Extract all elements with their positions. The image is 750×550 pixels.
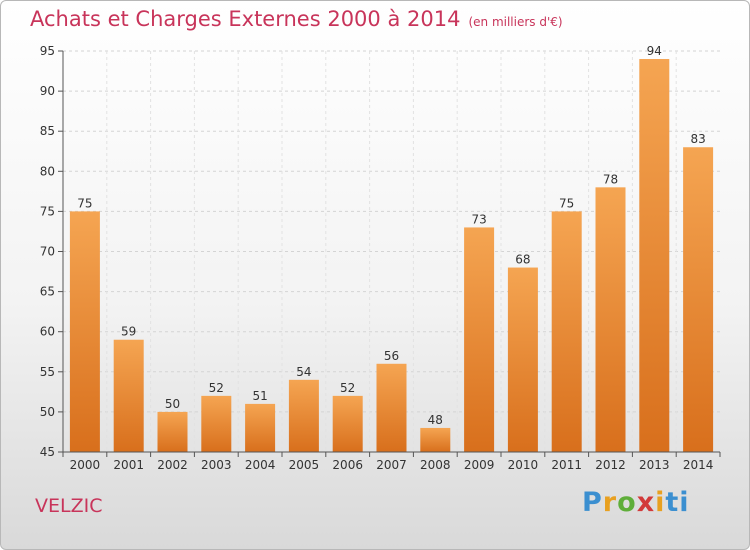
data-label: 59 — [121, 325, 136, 339]
y-tick-label: 75 — [40, 204, 55, 218]
data-label: 50 — [165, 397, 180, 411]
data-label: 78 — [603, 172, 618, 186]
bar-2014 — [683, 147, 714, 453]
proxiti-logo: Proxiti — [582, 487, 690, 518]
place-name: VELZIC — [35, 495, 103, 517]
y-tick-label: 70 — [40, 245, 55, 259]
y-tick-label: 85 — [40, 124, 55, 138]
x-tick-label: 2008 — [420, 458, 451, 472]
x-tick-label: 2001 — [113, 458, 144, 472]
y-tick-label: 50 — [40, 405, 55, 419]
logo-letter: i — [655, 487, 666, 518]
logo-letter: r — [602, 487, 618, 518]
x-tick-label: 2002 — [157, 458, 188, 472]
x-tick-label: 2000 — [70, 458, 101, 472]
data-label: 51 — [252, 389, 267, 403]
x-tick-label: 2013 — [639, 458, 670, 472]
y-tick-label: 80 — [40, 164, 55, 178]
bar-2013 — [639, 59, 670, 453]
bar-2005 — [288, 379, 319, 452]
x-tick-label: 2014 — [683, 458, 714, 472]
chart-title-text: Achats et Charges Externes 2000 à 2014 — [30, 7, 461, 31]
y-tick-label: 90 — [40, 84, 55, 98]
bar-2011 — [551, 211, 582, 452]
data-label: 48 — [428, 413, 443, 427]
data-label: 75 — [559, 196, 574, 210]
bar-2008 — [420, 427, 451, 452]
data-label: 52 — [340, 381, 355, 395]
chart-unit-label: (en milliers d'€) — [468, 15, 563, 29]
y-tick-label: 45 — [40, 445, 55, 459]
data-label: 52 — [209, 381, 224, 395]
data-label: 68 — [515, 253, 530, 267]
bar-2009 — [464, 227, 495, 452]
x-tick-label: 2012 — [595, 458, 626, 472]
x-tick-label: 2005 — [289, 458, 320, 472]
logo-letter: ti — [665, 487, 690, 518]
data-label: 94 — [647, 44, 662, 58]
bar-2001 — [113, 339, 144, 452]
bar-2010 — [507, 267, 538, 452]
chart-title: Achats et Charges Externes 2000 à 2014 (e… — [30, 7, 563, 31]
y-tick-label: 60 — [40, 325, 55, 339]
bar-2003 — [201, 395, 232, 452]
logo-letter: o — [617, 487, 637, 518]
y-tick-label: 95 — [40, 44, 55, 58]
x-tick-label: 2010 — [508, 458, 539, 472]
x-tick-label: 2011 — [551, 458, 582, 472]
bar-2004 — [245, 403, 276, 452]
y-tick-label: 55 — [40, 365, 55, 379]
x-tick-label: 2009 — [464, 458, 495, 472]
data-label: 56 — [384, 349, 399, 363]
y-tick-label: 65 — [40, 285, 55, 299]
x-tick-label: 2004 — [245, 458, 276, 472]
data-label: 75 — [77, 196, 92, 210]
bar-2007 — [376, 363, 407, 452]
bar-2002 — [157, 411, 188, 452]
x-tick-label: 2003 — [201, 458, 232, 472]
data-label: 54 — [296, 365, 311, 379]
bar-2012 — [595, 187, 626, 452]
bar-2000 — [69, 211, 100, 452]
x-tick-label: 2007 — [376, 458, 407, 472]
bar-2006 — [332, 395, 363, 452]
logo-letter: P — [582, 487, 603, 518]
data-label: 83 — [690, 132, 705, 146]
data-label: 73 — [471, 212, 486, 226]
logo-letter: x — [636, 487, 656, 518]
x-tick-label: 2006 — [332, 458, 363, 472]
